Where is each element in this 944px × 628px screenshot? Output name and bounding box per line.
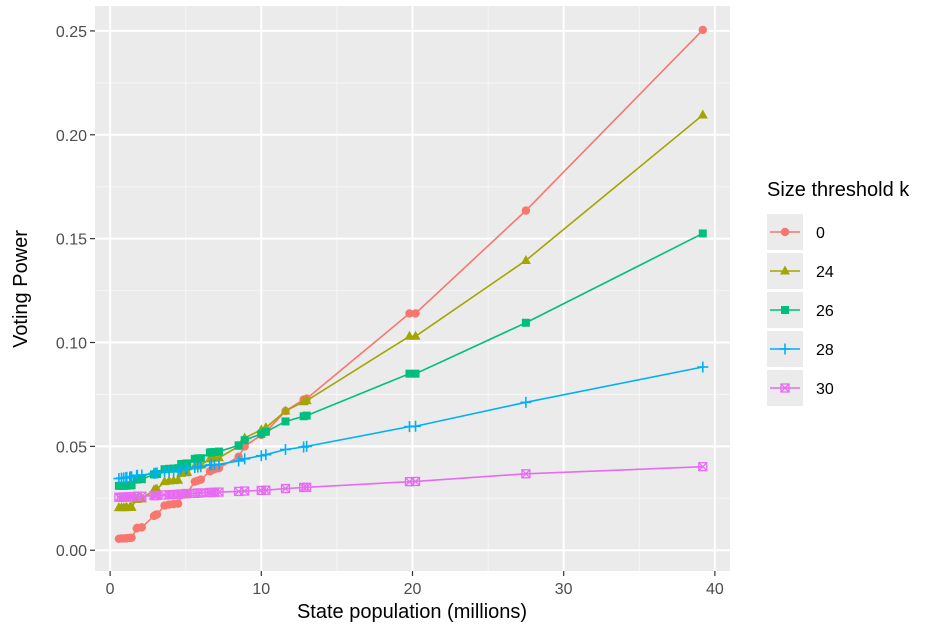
data-point-k-28 <box>126 471 138 483</box>
data-point-k-28 <box>195 461 207 473</box>
data-point-k-30 <box>240 486 250 496</box>
data-point-k-26 <box>257 429 266 438</box>
data-point-k-0 <box>411 309 420 318</box>
legend-title: Size threshold k <box>767 179 910 201</box>
data-point-k-0 <box>173 499 183 508</box>
data-point-k-26 <box>411 369 420 378</box>
legend-item-k-0: 0 <box>767 214 825 250</box>
data-point-k-24 <box>173 474 184 484</box>
data-point-k-30 <box>410 476 421 487</box>
legend-label: 24 <box>816 264 834 281</box>
legend-item-k-30: 30 <box>767 370 834 406</box>
series-layer <box>113 25 709 544</box>
x-axis-title: State population (millions) <box>297 601 527 623</box>
data-point-k-30 <box>521 469 531 479</box>
data-point-k-26 <box>177 460 186 469</box>
y-tick-label: 0.10 <box>56 336 87 353</box>
data-point-k-24 <box>410 330 421 340</box>
legend-key-marker <box>780 265 790 275</box>
data-point-k-28 <box>181 463 193 475</box>
data-point-k-28 <box>410 420 422 432</box>
data-point-k-0 <box>521 206 531 215</box>
y-tick-label: 0.05 <box>56 439 87 456</box>
data-point-k-26 <box>261 427 270 436</box>
data-point-k-30 <box>137 491 147 501</box>
data-point-k-30 <box>698 462 708 472</box>
legend-key-marker <box>780 227 790 237</box>
data-point-k-26 <box>196 454 205 463</box>
data-point-k-30 <box>280 483 291 494</box>
data-point-k-24 <box>301 395 312 405</box>
series-k-30 <box>114 462 708 502</box>
y-tick-label: 0.15 <box>56 232 87 249</box>
legend-label: 26 <box>816 303 834 320</box>
data-point-k-28 <box>301 440 313 452</box>
y-tick-label: 0.00 <box>56 543 87 560</box>
data-point-k-24 <box>126 501 137 511</box>
data-point-k-30 <box>214 487 224 497</box>
data-point-k-24 <box>280 405 291 415</box>
data-point-k-24 <box>213 452 224 462</box>
x-axis: 0 10 20 30 40 <box>106 571 724 598</box>
data-point-k-26 <box>698 229 707 238</box>
x-tick-label: 10 <box>252 581 270 598</box>
data-point-k-28 <box>697 361 709 373</box>
data-point-k-26 <box>281 417 290 426</box>
x-tick-label: 40 <box>706 581 724 598</box>
x-tick-label: 20 <box>404 581 422 598</box>
data-point-k-26 <box>302 411 311 420</box>
legend-label: 30 <box>816 381 834 398</box>
legend-item-k-26: 26 <box>767 292 834 328</box>
data-point-k-28 <box>151 467 163 479</box>
legend-keys: 0 24 26 28 30 <box>767 214 834 406</box>
major-gridlines <box>95 6 730 571</box>
legend-label: 0 <box>816 225 825 242</box>
data-point-k-26 <box>214 447 223 456</box>
data-point-k-26 <box>234 441 243 450</box>
data-point-k-0 <box>405 309 414 318</box>
data-point-k-26 <box>240 436 249 445</box>
data-point-k-0 <box>137 523 147 532</box>
data-point-k-28 <box>255 450 267 462</box>
y-tick-label: 0.20 <box>56 128 87 145</box>
data-point-k-30 <box>302 482 312 492</box>
data-point-k-0 <box>127 533 136 542</box>
data-point-k-28 <box>280 443 291 455</box>
legend-item-k-24: 24 <box>767 253 834 289</box>
data-point-k-0 <box>196 475 206 484</box>
legend-label: 28 <box>816 342 834 359</box>
legend-key-marker <box>779 343 791 355</box>
legend-key-marker <box>781 306 789 314</box>
data-point-k-28 <box>520 396 532 408</box>
legend-item-k-28: 28 <box>767 331 834 367</box>
y-axis: 0.00 0.05 0.10 0.15 0.20 0.25 <box>56 24 95 560</box>
series-k-28 <box>113 361 709 485</box>
data-point-k-28 <box>213 458 225 470</box>
y-axis-title: Voting Power <box>10 230 32 348</box>
data-point-k-30 <box>196 488 206 498</box>
data-point-k-28 <box>239 453 251 465</box>
y-tick-label: 0.25 <box>56 24 87 41</box>
data-point-k-28 <box>136 469 148 481</box>
legend-key-marker <box>780 383 790 393</box>
data-point-k-24 <box>151 483 162 493</box>
data-point-k-0 <box>698 25 707 35</box>
data-point-k-26 <box>127 481 136 490</box>
x-tick-label: 30 <box>555 581 573 598</box>
data-point-k-26 <box>521 318 530 327</box>
data-point-k-24 <box>697 109 708 119</box>
data-point-k-28 <box>233 455 245 467</box>
data-point-k-0 <box>152 510 162 519</box>
data-point-k-26 <box>210 447 219 456</box>
data-point-k-24 <box>520 254 531 264</box>
data-point-k-26 <box>405 369 414 378</box>
x-tick-label: 0 <box>106 581 115 598</box>
data-point-k-28 <box>260 449 272 461</box>
legend: Size threshold k 0 24 26 28 30 <box>767 179 910 406</box>
data-point-k-30 <box>261 485 271 495</box>
